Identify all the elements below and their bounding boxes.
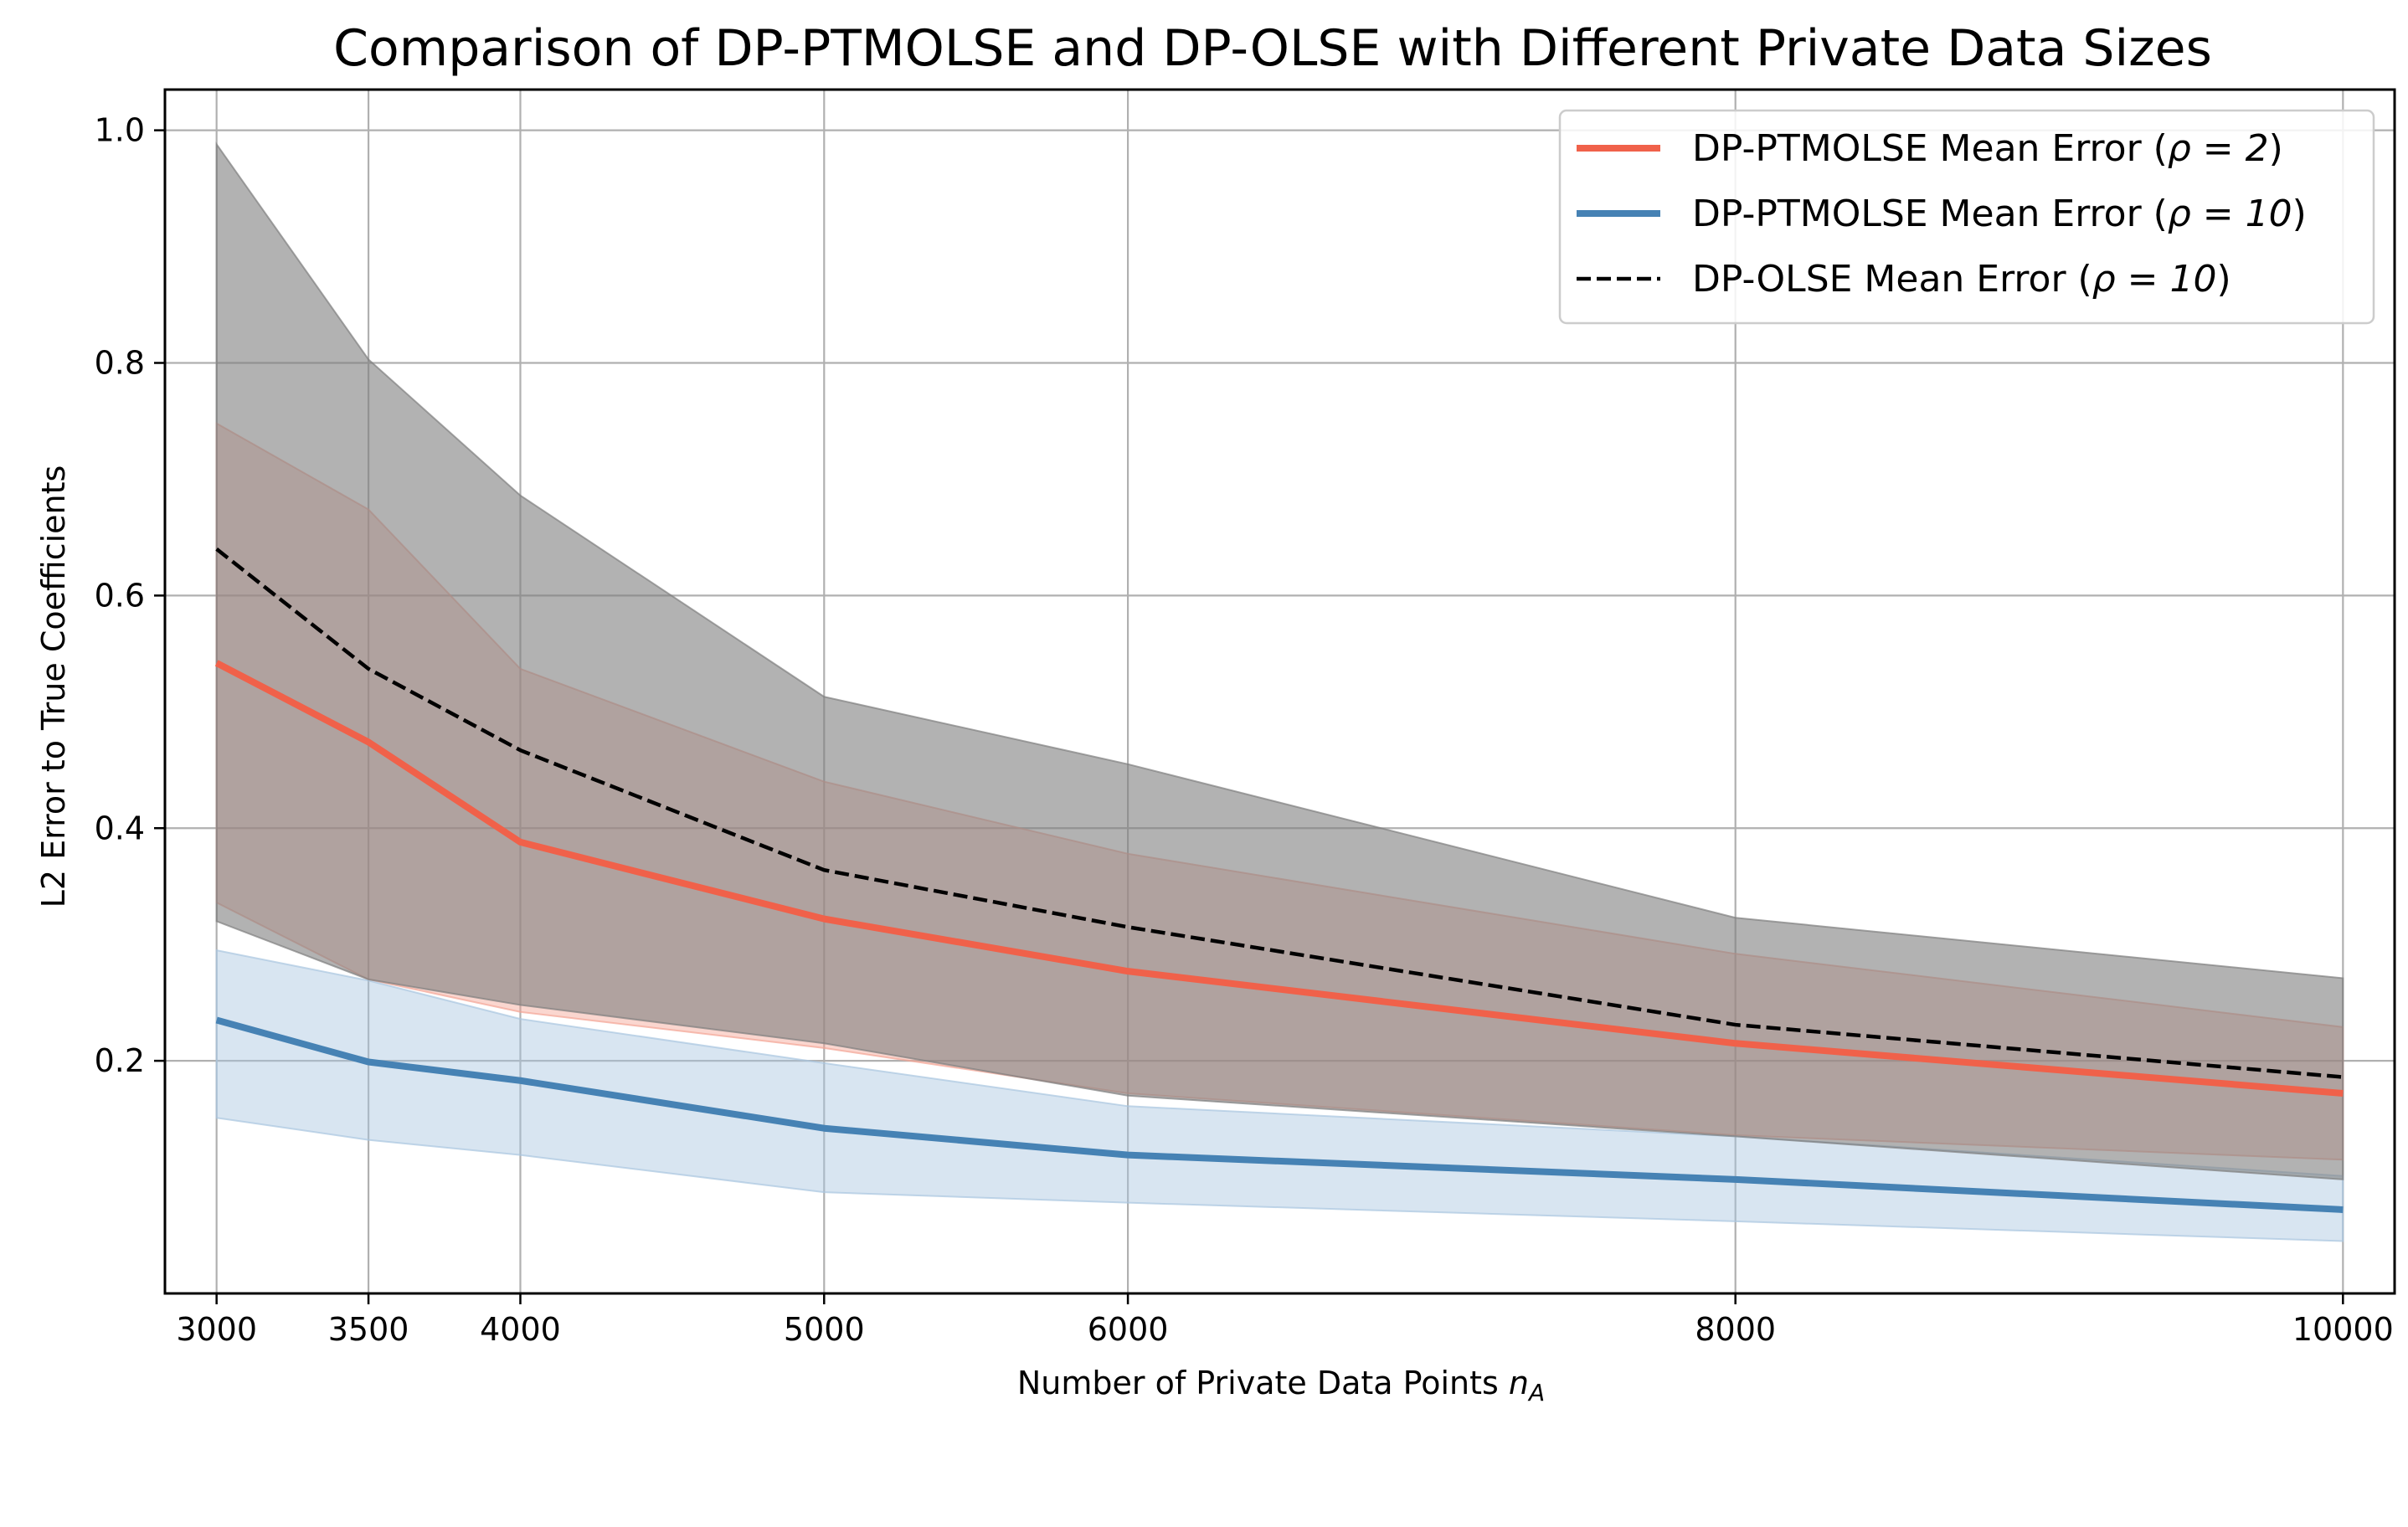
x-tick-label: 3500 — [328, 1311, 409, 1348]
y-tick-label: 0.4 — [95, 810, 145, 846]
series-line-1 — [214, 660, 2344, 1098]
y-tick-label: 0.8 — [95, 345, 145, 382]
tick-labels: 3000 3500 4000 5000 6000 8000 10000 0.2 0.4 0.6 0.… — [95, 112, 2394, 1348]
y-tick-label: 0.6 — [95, 577, 145, 614]
chart-title: Comparison of DP-PTMOLSE and DP-OLSE wit… — [333, 19, 2212, 78]
y-tick-label: 0.2 — [95, 1042, 145, 1079]
x-tick-label: 4000 — [480, 1311, 561, 1348]
x-tick-label: 6000 — [1088, 1311, 1169, 1348]
confidence-bands — [215, 141, 2344, 1242]
x-tick-label: 5000 — [784, 1311, 865, 1348]
x-tick-label: 10000 — [2292, 1311, 2394, 1348]
x-tick-label: 3000 — [176, 1311, 257, 1348]
legend-label-1: DP-PTMOLSE Mean Error (ρ = 2) — [1692, 127, 2283, 170]
axes — [154, 88, 2396, 1304]
series-line-2 — [215, 1016, 2344, 1213]
x-tick-label: 8000 — [1695, 1311, 1776, 1348]
series-line-3 — [215, 548, 2344, 1079]
legend-box — [1558, 109, 2375, 325]
series-lines — [214, 548, 2344, 1213]
legend-label-3: DP-OLSE Mean Error (ρ = 10) — [1692, 258, 2231, 301]
x-axis-label: Number of Private Data Points nA — [1017, 1365, 1545, 1406]
legend: DP-PTMOLSE Mean Error (ρ = 2) DP-PTMOLSE … — [1558, 109, 2375, 325]
legend-label-2: DP-PTMOLSE Mean Error (ρ = 10) — [1692, 193, 2307, 235]
y-tick-label: 1.0 — [95, 112, 145, 149]
confidence-band-3 — [215, 141, 2344, 1180]
y-axis-label: L2 Error to True Coefficients — [35, 465, 72, 908]
confidence-band-2 — [215, 949, 2344, 1242]
axes-frame — [163, 88, 2396, 1295]
